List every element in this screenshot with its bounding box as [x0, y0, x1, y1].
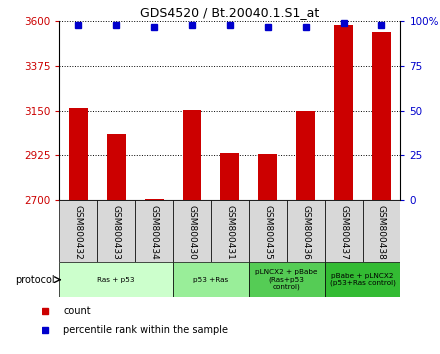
- Text: p53 +Ras: p53 +Ras: [193, 277, 229, 282]
- Title: GDS4520 / Bt.20040.1.S1_at: GDS4520 / Bt.20040.1.S1_at: [140, 6, 319, 19]
- Bar: [183, 110, 202, 200]
- Text: GSM800435: GSM800435: [263, 205, 272, 260]
- Bar: [145, 199, 164, 200]
- Text: GSM800431: GSM800431: [225, 205, 235, 260]
- Bar: [287, 200, 325, 262]
- Bar: [220, 153, 239, 200]
- Bar: [325, 200, 363, 262]
- Bar: [334, 25, 353, 200]
- Text: GSM800434: GSM800434: [150, 205, 159, 260]
- Bar: [258, 154, 277, 200]
- Bar: [372, 32, 391, 200]
- Text: pLNCX2 + pBabe
(Ras+p53
control): pLNCX2 + pBabe (Ras+p53 control): [256, 269, 318, 290]
- Bar: [59, 200, 97, 262]
- Text: GSM800430: GSM800430: [187, 205, 197, 260]
- Bar: [173, 262, 249, 297]
- Text: GSM800433: GSM800433: [112, 205, 121, 260]
- Bar: [173, 200, 211, 262]
- Text: count: count: [63, 306, 91, 316]
- Bar: [249, 262, 325, 297]
- Bar: [97, 200, 135, 262]
- Text: percentile rank within the sample: percentile rank within the sample: [63, 325, 228, 335]
- Bar: [363, 200, 400, 262]
- Text: Ras + p53: Ras + p53: [98, 277, 135, 282]
- Text: GSM800432: GSM800432: [74, 205, 83, 260]
- Text: GSM800438: GSM800438: [377, 205, 386, 260]
- Bar: [69, 108, 88, 200]
- Bar: [59, 262, 173, 297]
- Text: GSM800437: GSM800437: [339, 205, 348, 260]
- Bar: [135, 200, 173, 262]
- Bar: [296, 111, 315, 200]
- Bar: [211, 200, 249, 262]
- Text: protocol: protocol: [15, 275, 55, 285]
- Bar: [107, 135, 126, 200]
- Text: GSM800436: GSM800436: [301, 205, 310, 260]
- Text: pBabe + pLNCX2
(p53+Ras control): pBabe + pLNCX2 (p53+Ras control): [330, 273, 396, 286]
- Bar: [325, 262, 400, 297]
- Bar: [249, 200, 287, 262]
